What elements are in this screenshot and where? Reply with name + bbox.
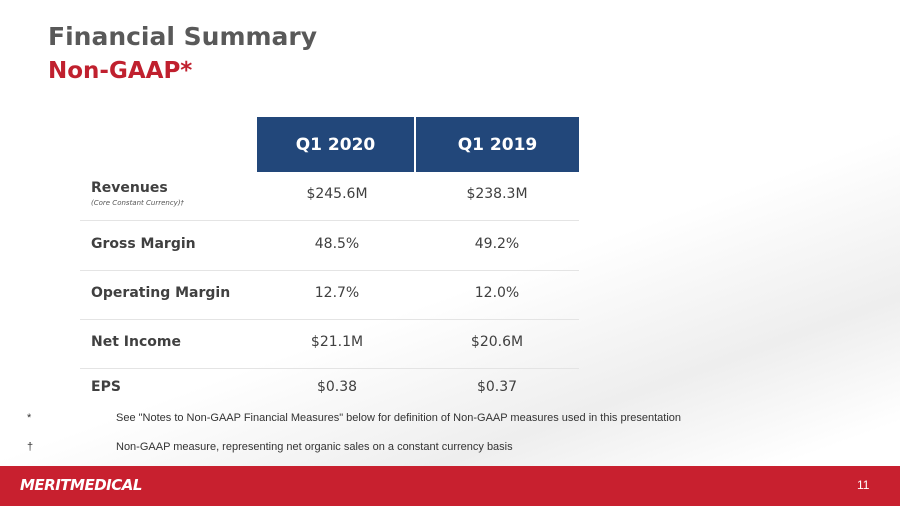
- table-row: EPS $0.38 $0.37: [80, 364, 579, 413]
- cell-value: $21.1M: [310, 334, 364, 350]
- row-label: Revenues: [91, 180, 168, 196]
- page-number: 11: [857, 478, 870, 492]
- row-note: (Core Constant Currency)†: [91, 199, 185, 207]
- table-row: Revenues (Core Constant Currency)† $245.6M…: [80, 171, 579, 221]
- row-label: Net Income: [91, 334, 181, 350]
- cell-value: 49.2%: [474, 236, 520, 252]
- cell-value: $0.38: [316, 379, 358, 395]
- cell-value: $238.3M: [466, 186, 528, 202]
- footnote-text: Non-GAAP measure, representing net organ…: [116, 441, 513, 453]
- cell-value: 48.5%: [314, 236, 360, 252]
- logo: MERITMEDICAL: [20, 476, 142, 494]
- footer-bar: [0, 466, 900, 506]
- cell-value: $0.37: [476, 379, 518, 395]
- title: Financial Summary: [48, 22, 318, 51]
- row-label: EPS: [91, 379, 121, 395]
- row-label: Operating Margin: [91, 285, 231, 301]
- table-row: Operating Margin 12.7% 12.0%: [80, 270, 579, 320]
- cell-value: 12.7%: [314, 285, 360, 301]
- footnote-marker: †: [27, 441, 34, 453]
- cell-value: 12.0%: [474, 285, 520, 301]
- cell-value: $245.6M: [306, 186, 368, 202]
- subtitle: Non-GAAP*: [48, 58, 193, 84]
- table-row: Net Income $21.1M $20.6M: [80, 319, 579, 369]
- table-row: Gross Margin 48.5% 49.2%: [80, 221, 579, 271]
- column-header: Q1 2019: [416, 117, 579, 172]
- cell-value: $20.6M: [470, 334, 524, 350]
- footnote-text: See "Notes to Non-GAAP Financial Measure…: [116, 412, 682, 424]
- column-header: Q1 2020: [257, 117, 414, 172]
- row-label: Gross Margin: [91, 236, 196, 252]
- footnote-marker: *: [27, 412, 32, 424]
